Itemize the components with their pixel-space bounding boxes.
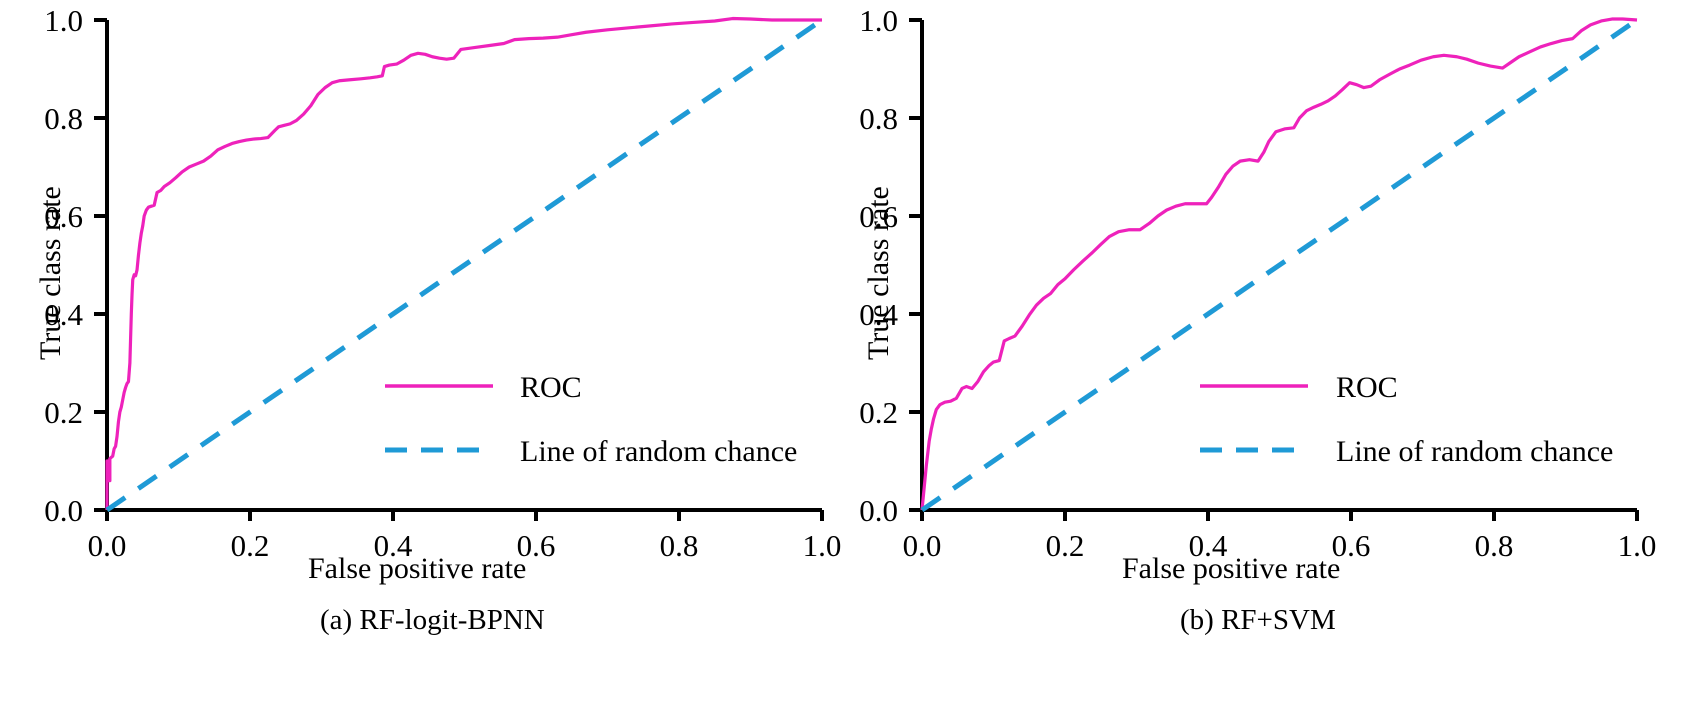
x-tick-label-0.0: 0.0: [88, 528, 127, 563]
x-tick-label-0.0: 0.0: [903, 528, 942, 563]
plot-b: 0.0 0.2 0.4 0.6 0.8 1.0 0.0 0.2 0.4 0.6 0.8 1.0: [859, 3, 1657, 563]
x-tick-label-0.4: 0.4: [374, 528, 413, 563]
x-tick-label-0.2: 0.2: [1046, 528, 1085, 563]
x-axis-label-b: False positive rate: [1122, 552, 1341, 585]
legend-label-roc-b: ROC: [1336, 371, 1398, 404]
y-axis-label-b: True class rate: [862, 186, 895, 360]
y-tick-label-0.8: 0.8: [44, 101, 83, 136]
y-tick-label-1.0: 1.0: [859, 3, 898, 38]
y-tick-label-0.2: 0.2: [859, 395, 898, 430]
x-tick-label-0.2: 0.2: [231, 528, 270, 563]
x-tick-label-0.6: 0.6: [1332, 528, 1371, 563]
series-chance: [105, 17, 824, 513]
x-tick-label-0.8: 0.8: [1475, 528, 1514, 563]
y-tick-label-0.6: 0.6: [859, 199, 898, 234]
x-tick-label-0.8: 0.8: [660, 528, 699, 563]
legend-label-roc-a: ROC: [520, 371, 582, 404]
panel-a: 0.0 0.2 0.4 0.6 0.8 1.0 0.0 0.2 0.4 0.6 0.8 1.0 Tru…: [34, 3, 842, 636]
y-tick-label-0.8: 0.8: [859, 101, 898, 136]
panel-caption-b: (b) RF+SVM: [1180, 604, 1336, 636]
y-tick-label-0.4: 0.4: [44, 297, 83, 332]
y-axis-label-a: True class rate: [34, 186, 67, 360]
y-tick-label-0.2: 0.2: [44, 395, 83, 430]
y-tick-label-1.0: 1.0: [44, 3, 83, 38]
y-tick-label-0.4: 0.4: [859, 297, 898, 332]
y-tick-label-0.0: 0.0: [44, 493, 83, 528]
x-tick-label-1.0: 1.0: [1618, 528, 1657, 563]
series-roc: [105, 16, 822, 510]
legend-label-chance-a: Line of random chance: [520, 435, 798, 468]
y-tick-label-0.0: 0.0: [859, 493, 898, 528]
x-tick-label-0.6: 0.6: [517, 528, 556, 563]
panel-b: 0.0 0.2 0.4 0.6 0.8 1.0 0.0 0.2 0.4 0.6 0.8 1.0 Tru…: [850, 0, 1700, 703]
plot-a: 0.0 0.2 0.4 0.6 0.8 1.0 0.0 0.2 0.4 0.6 0.8 1.0: [44, 3, 842, 563]
y-tick-label-0.6: 0.6: [44, 199, 83, 234]
x-axis-label-a: False positive rate: [308, 552, 527, 585]
series-chance: [920, 17, 1639, 513]
legend-label-chance-b: Line of random chance: [1336, 435, 1614, 468]
panel-caption-a: (a) RF-logit-BPNN: [320, 604, 545, 636]
series-roc: [920, 17, 1638, 511]
x-tick-label-1.0: 1.0: [803, 528, 842, 563]
x-tick-label-0.4: 0.4: [1189, 528, 1228, 563]
